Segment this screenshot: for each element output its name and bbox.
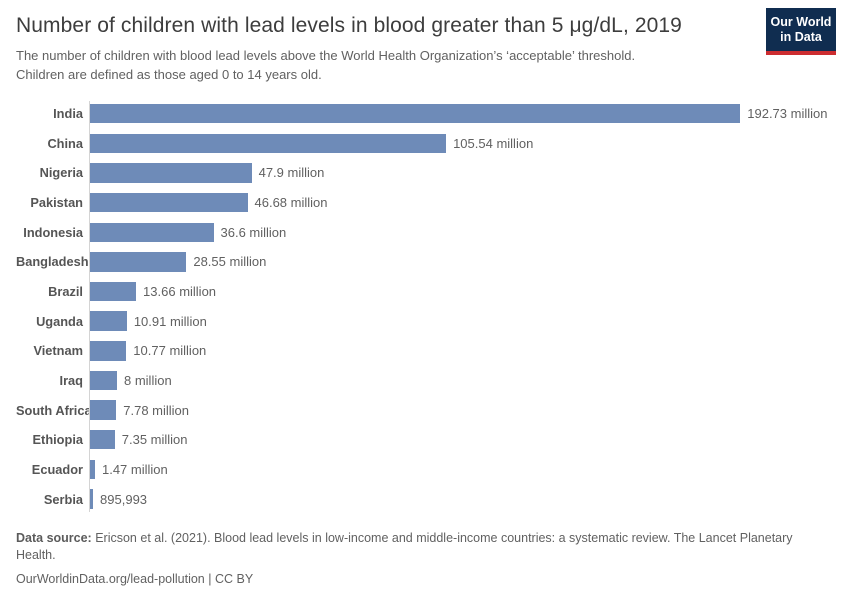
datasource-label: Data source:: [16, 531, 92, 546]
bar-track: 13.66 million: [89, 277, 834, 307]
value-label: 47.9 million: [258, 165, 325, 181]
chart-row[interactable]: South Africa 7.78 million: [16, 395, 834, 425]
chart-row[interactable]: China 105.54 million: [16, 129, 834, 159]
country-label[interactable]: Ethiopia: [32, 432, 83, 448]
owid-logo-line1: Our World: [770, 15, 832, 29]
country-label[interactable]: Ecuador: [31, 461, 83, 477]
bar[interactable]: [90, 400, 117, 420]
bar[interactable]: [90, 311, 127, 331]
bar[interactable]: [90, 163, 252, 183]
country-label[interactable]: South Africa: [16, 402, 92, 418]
chart-rows: India 192.73 million China 105.54 millio…: [16, 99, 834, 514]
bar-track: 28.55 million: [89, 247, 834, 277]
chart-subtitle: The number of children with blood lead l…: [16, 48, 636, 83]
bar[interactable]: [90, 370, 117, 391]
owid-logo-box: Our World in Data: [766, 8, 836, 55]
bar-track: 1.47 million: [89, 455, 834, 485]
value-label: 105.54 million: [453, 135, 534, 151]
bar-track: 7.35 million: [89, 425, 834, 455]
bar-track: 46.68 million: [89, 188, 834, 218]
value-label: 46.68 million: [254, 195, 328, 211]
chart-row[interactable]: Uganda 10.91 million: [16, 306, 834, 336]
country-label[interactable]: Iraq: [59, 372, 83, 388]
page-title: Number of children with lead levels in b…: [16, 14, 682, 37]
chart-row[interactable]: Pakistan 46.68 million: [16, 188, 834, 218]
value-label: 10.77 million: [133, 343, 207, 359]
value-label: 10.91 million: [133, 313, 207, 329]
owid-logo-line2: in Data: [780, 30, 822, 44]
bar-track: 895,993: [89, 484, 834, 514]
value-label: 7.78 million: [123, 402, 190, 418]
chart-row[interactable]: Ethiopia 7.35 million: [16, 425, 834, 455]
value-label: 7.35 million: [121, 432, 188, 448]
bar-track: 105.54 million: [89, 129, 834, 159]
header-text: Number of children with lead levels in b…: [16, 13, 682, 85]
value-label: 192.73 million: [747, 106, 828, 122]
bar[interactable]: [90, 192, 248, 213]
bar-track: 10.77 million: [89, 336, 834, 366]
country-label[interactable]: Nigeria: [39, 165, 83, 181]
chart-row[interactable]: Iraq 8 million: [16, 366, 834, 396]
bar[interactable]: [90, 103, 741, 124]
bar[interactable]: [90, 489, 94, 509]
bar-track: 47.9 million: [89, 158, 834, 188]
country-label[interactable]: Serbia: [43, 491, 83, 507]
chart-row[interactable]: Bangladesh 28.55 million: [16, 247, 834, 277]
country-label[interactable]: China: [47, 135, 83, 151]
bar[interactable]: [90, 281, 137, 302]
chart-header: Number of children with lead levels in b…: [16, 8, 836, 85]
owid-logo[interactable]: Our World in Data: [766, 8, 836, 55]
country-label[interactable]: Brazil: [48, 284, 83, 300]
bar[interactable]: [90, 429, 115, 450]
value-label: 13.66 million: [143, 284, 217, 300]
bar-chart: India 192.73 million China 105.54 millio…: [16, 99, 834, 514]
chart-row[interactable]: Indonesia 36.6 million: [16, 217, 834, 247]
bar[interactable]: [90, 222, 214, 242]
bar-track: 7.78 million: [89, 395, 834, 425]
datasource-text: Ericson et al. (2021). Blood lead levels…: [16, 531, 793, 563]
footer-link-line: OurWorldinData.org/lead-pollution | CC B…: [16, 571, 834, 588]
value-label: 36.6 million: [220, 224, 287, 240]
country-label[interactable]: India: [53, 106, 83, 122]
bar[interactable]: [90, 252, 187, 272]
footer-link[interactable]: OurWorldinData.org/lead-pollution | CC B…: [16, 572, 254, 587]
country-label[interactable]: Pakistan: [30, 195, 83, 211]
chart-row[interactable]: Brazil 13.66 million: [16, 277, 834, 307]
bar-track: 8 million: [89, 366, 834, 396]
chart-row[interactable]: Serbia 895,993: [16, 484, 834, 514]
value-label: 1.47 million: [101, 461, 168, 477]
country-label[interactable]: Indonesia: [23, 224, 83, 240]
datasource-line: Data source: Ericson et al. (2021). Bloo…: [16, 530, 834, 564]
chart-row[interactable]: Nigeria 47.9 million: [16, 158, 834, 188]
value-label: 28.55 million: [193, 254, 267, 270]
chart-row[interactable]: India 192.73 million: [16, 99, 834, 129]
bar-track: 36.6 million: [89, 217, 834, 247]
country-label[interactable]: Bangladesh: [16, 254, 89, 270]
bar-track: 10.91 million: [89, 306, 834, 336]
bar-track: 192.73 million: [89, 99, 834, 129]
value-label: 895,993: [100, 491, 148, 507]
bar[interactable]: [90, 459, 95, 480]
country-label[interactable]: Vietnam: [33, 343, 83, 359]
chart-row[interactable]: Vietnam 10.77 million: [16, 336, 834, 366]
country-label[interactable]: Uganda: [36, 313, 83, 329]
value-label: 8 million: [124, 372, 172, 388]
chart-footer: Data source: Ericson et al. (2021). Bloo…: [16, 530, 834, 588]
chart-row[interactable]: Ecuador 1.47 million: [16, 455, 834, 485]
bar[interactable]: [90, 341, 127, 361]
bar[interactable]: [90, 133, 447, 154]
y-axis-line: [89, 100, 90, 512]
